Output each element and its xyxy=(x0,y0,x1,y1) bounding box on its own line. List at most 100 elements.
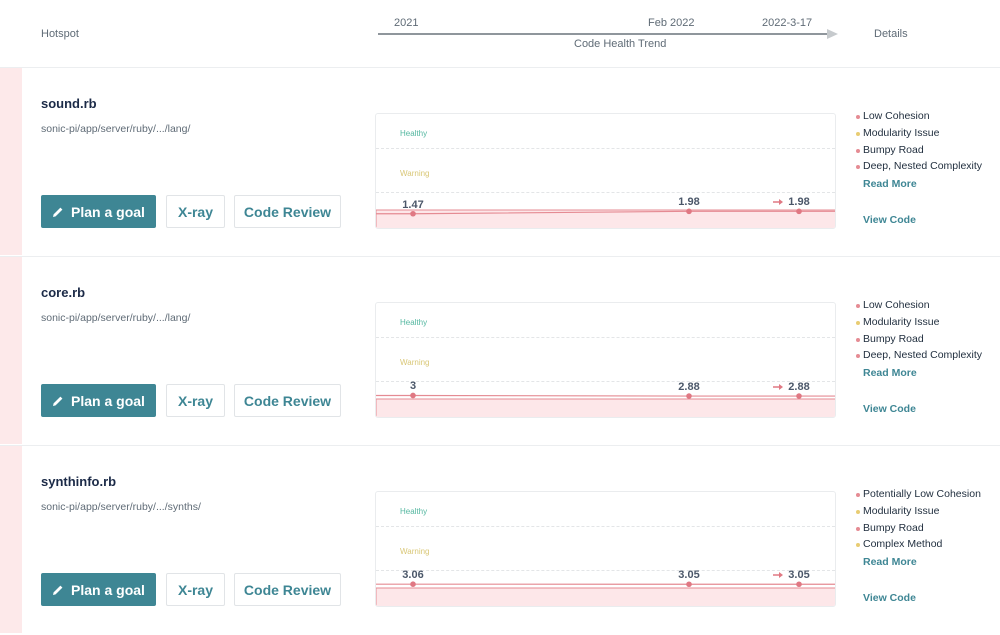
trend-chart-plot xyxy=(376,208,835,228)
timeline-arrow-icon xyxy=(827,29,838,39)
issue-item: Low Cohesion xyxy=(856,299,1000,316)
score-label: 1.47 xyxy=(402,198,424,211)
plan-goal-label: Plan a goal xyxy=(71,203,145,220)
zone-divider xyxy=(376,526,835,527)
trend-arrow-icon xyxy=(773,384,783,391)
trend-point xyxy=(686,393,692,399)
view-code-link[interactable]: View Code xyxy=(863,403,916,415)
code-review-button[interactable]: Code Review xyxy=(234,384,341,417)
issue-item: Bumpy Road xyxy=(856,144,1000,161)
xray-button[interactable]: X-ray xyxy=(166,384,225,417)
severity-dot-icon xyxy=(856,354,860,359)
issue-label: Modularity Issue xyxy=(863,504,940,517)
issue-item: Low Cohesion xyxy=(856,110,1000,127)
score-label: 1.98 xyxy=(678,196,700,209)
issue-list: Low Cohesion Modularity Issue Bumpy Road… xyxy=(856,299,1000,366)
issue-label: Bumpy Road xyxy=(863,521,924,534)
severity-dot-icon xyxy=(856,115,860,119)
plan-goal-button[interactable]: Plan a goal xyxy=(41,195,156,228)
severity-dot-icon xyxy=(856,526,860,531)
timeline-date-start: 2021 xyxy=(394,17,419,29)
view-code-link[interactable]: View Code xyxy=(863,214,916,226)
read-more-link[interactable]: Read More xyxy=(863,178,917,190)
issue-list: Low Cohesion Modularity Issue Bumpy Road… xyxy=(856,110,1000,177)
warning-zone-label: Warning xyxy=(400,358,430,367)
issue-label: Low Cohesion xyxy=(863,110,930,122)
issue-item: Deep, Nested Complexity xyxy=(856,160,1000,177)
severity-stripe xyxy=(0,446,22,633)
issue-item: Modularity Issue xyxy=(856,316,1000,333)
issue-item: Bumpy Road xyxy=(856,333,1000,350)
score-label: 2.88 xyxy=(678,381,700,394)
healthy-zone-label: Healthy xyxy=(400,129,428,138)
trend-chart-plot xyxy=(376,392,835,417)
problem-zone-band xyxy=(376,587,835,606)
severity-dot-icon xyxy=(856,543,860,548)
severity-dot-icon xyxy=(856,165,860,170)
trend-chart-plot xyxy=(376,581,835,606)
severity-stripe xyxy=(0,68,22,255)
file-name[interactable]: sound.rb xyxy=(41,96,97,111)
issue-label: Deep, Nested Complexity xyxy=(863,349,983,362)
trend-point xyxy=(410,581,416,587)
timeline-date-end: 2022-3-17 xyxy=(762,17,813,29)
timeline-axis xyxy=(378,33,830,35)
trend-arrow-icon xyxy=(773,199,783,206)
xray-button[interactable]: X-ray xyxy=(166,573,225,606)
code-review-button[interactable]: Code Review xyxy=(234,195,341,228)
issue-item: Modularity Issue xyxy=(856,505,1000,522)
score-label: 3.05 xyxy=(678,569,700,582)
issue-label: Bumpy Road xyxy=(863,332,924,345)
warning-zone-label: Warning xyxy=(400,547,430,556)
plan-goal-button[interactable]: Plan a goal xyxy=(41,384,156,417)
trend-point xyxy=(410,392,416,399)
zone-divider xyxy=(376,192,835,193)
issue-item: Deep, Nested Complexity xyxy=(856,349,1000,366)
file-name[interactable]: core.rb xyxy=(41,285,86,300)
trend-point xyxy=(410,210,416,217)
issue-label: Modularity Issue xyxy=(863,126,940,139)
zone-divider xyxy=(376,381,835,382)
trend-point xyxy=(796,208,802,215)
code-health-trend-chart: Healthy Warning 3 2.88 2.88 xyxy=(375,302,836,418)
trend-arrow-icon xyxy=(773,572,783,579)
view-code-link[interactable]: View Code xyxy=(863,592,916,604)
score-label: 3.05 xyxy=(788,569,810,582)
code-health-trend-chart: Healthy Warning 1.47 1.98 1.98 xyxy=(375,113,836,229)
severity-dot-icon xyxy=(856,493,860,497)
file-path: sonic-pi/app/server/ruby/.../lang/ xyxy=(41,312,191,324)
read-more-link[interactable]: Read More xyxy=(863,367,917,379)
problem-zone-band xyxy=(376,209,835,228)
timeline-label: Code Health Trend xyxy=(574,38,667,50)
trend-point xyxy=(796,393,802,399)
trend-line xyxy=(376,394,835,397)
pencil-icon xyxy=(53,207,63,217)
issue-item: Complex Method xyxy=(856,538,1000,555)
issue-label: Complex Method xyxy=(863,538,943,551)
read-more-link[interactable]: Read More xyxy=(863,556,917,568)
plan-goal-label: Plan a goal xyxy=(71,581,145,598)
issue-item: Modularity Issue xyxy=(856,127,1000,144)
plan-goal-button[interactable]: Plan a goal xyxy=(41,573,156,606)
hotspot-row: synthinfo.rb sonic-pi/app/server/ruby/..… xyxy=(0,445,1000,633)
issue-label: Low Cohesion xyxy=(863,299,930,311)
hotspot-row: sound.rb sonic-pi/app/server/ruby/.../la… xyxy=(0,67,1000,255)
file-name[interactable]: synthinfo.rb xyxy=(41,474,117,489)
score-label: 3 xyxy=(409,380,417,393)
issue-item: Bumpy Road xyxy=(856,522,1000,539)
score-label: 3.06 xyxy=(402,569,424,582)
severity-dot-icon xyxy=(856,304,860,308)
issue-label: Deep, Nested Complexity xyxy=(863,160,983,173)
plan-goal-label: Plan a goal xyxy=(71,392,145,409)
details-column-header: Details xyxy=(874,28,908,40)
table-header: Hotspot 2021 Feb 2022 2022-3-17 Code Hea… xyxy=(0,0,1000,66)
severity-stripe xyxy=(0,257,22,444)
warning-zone-label: Warning xyxy=(400,169,430,178)
file-path: sonic-pi/app/server/ruby/.../lang/ xyxy=(41,123,191,135)
file-path: sonic-pi/app/server/ruby/.../synths/ xyxy=(41,501,201,513)
timeline-date-mid: Feb 2022 xyxy=(648,17,695,29)
zone-divider xyxy=(376,570,835,571)
xray-button[interactable]: X-ray xyxy=(166,195,225,228)
pencil-icon xyxy=(53,585,63,595)
code-review-button[interactable]: Code Review xyxy=(234,573,341,606)
